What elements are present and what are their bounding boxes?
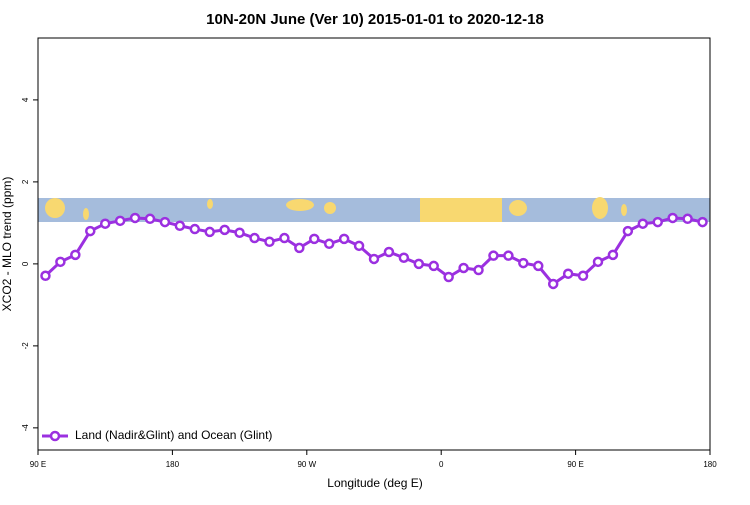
data-point [368, 253, 380, 265]
data-point [547, 278, 559, 290]
data-point [637, 218, 649, 229]
data-point [40, 270, 51, 282]
data-point [249, 232, 260, 244]
x-tick-label: 90 E [567, 460, 583, 469]
data-point [159, 216, 171, 228]
y-tick-label: 0 [21, 261, 30, 266]
data-point [667, 212, 678, 224]
data-point [488, 250, 499, 261]
data-point [85, 225, 96, 237]
data-point [204, 226, 215, 238]
plot-frame [37, 37, 711, 451]
data-point [413, 258, 425, 270]
y-tick-label: 2 [21, 179, 30, 184]
data-point [562, 268, 574, 279]
data-point [219, 224, 230, 236]
y-tick-label: -2 [21, 342, 30, 350]
x-tick-label: 180 [703, 460, 717, 469]
data-point [533, 260, 544, 272]
data-point [577, 270, 589, 282]
data-point [338, 233, 350, 245]
data-point [129, 212, 141, 224]
data-point [518, 257, 529, 269]
data-point [503, 250, 514, 261]
y-tick-label: -4 [21, 424, 30, 432]
data-point [443, 271, 454, 283]
data-point [234, 227, 245, 238]
data-point [607, 249, 619, 261]
x-axis-label: Longitude (deg E) [327, 476, 422, 490]
data-point [353, 240, 365, 252]
data-point [144, 213, 156, 225]
y-tick-label: 4 [21, 97, 30, 102]
data-point [697, 216, 708, 228]
data-point [473, 264, 484, 276]
x-tick-label: 90 E [30, 460, 46, 469]
legend-marker [49, 430, 61, 442]
data-point [279, 232, 290, 244]
data-point [294, 242, 305, 254]
data-point [428, 260, 439, 272]
data-point [398, 252, 410, 263]
data-point [174, 220, 186, 232]
legend-label: Land (Nadir&Glint) and Ocean (Glint) [75, 428, 272, 442]
data-point [682, 213, 693, 225]
data-point [114, 215, 126, 227]
series-line [44, 216, 703, 286]
data-point [592, 256, 604, 268]
data-point [264, 236, 275, 247]
chart-title: 10N-20N June (Ver 10) 2015-01-01 to 2020… [206, 11, 544, 28]
x-tick-label: 180 [166, 460, 180, 469]
data-point [70, 249, 81, 261]
data-point [652, 216, 663, 228]
y-axis-label: XCO2 - MLO trend (ppm) [0, 177, 14, 312]
data-point [55, 256, 66, 268]
data-point [458, 262, 469, 274]
data-point [622, 225, 634, 237]
data-point [309, 233, 320, 245]
data-point [383, 246, 395, 258]
data-point [189, 223, 201, 235]
x-tick-label: 90 W [297, 460, 316, 469]
data-point [99, 218, 111, 229]
x-tick-label: 0 [439, 460, 444, 469]
data-point [323, 238, 335, 250]
